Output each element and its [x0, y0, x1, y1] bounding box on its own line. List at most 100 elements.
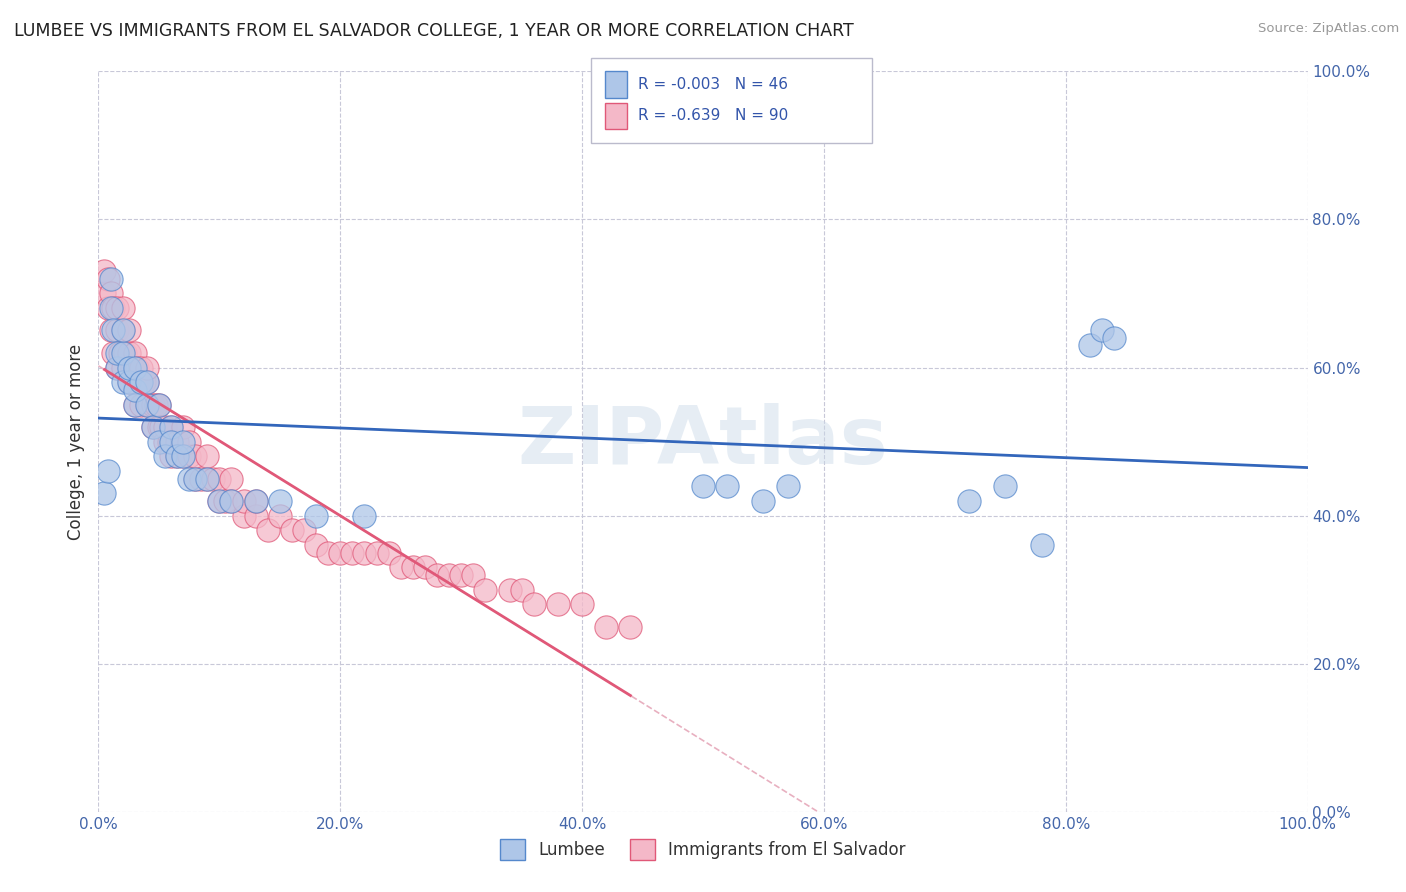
Point	[166, 434, 188, 449]
Point	[118, 376, 141, 390]
Point	[256, 524, 278, 538]
Point	[571, 598, 593, 612]
Point	[111, 360, 134, 375]
Point	[127, 360, 149, 375]
Point	[118, 360, 141, 375]
Point	[752, 493, 775, 508]
Point	[202, 471, 225, 485]
Point	[957, 493, 980, 508]
Point	[157, 434, 180, 449]
Point	[1078, 338, 1101, 352]
Point	[160, 419, 183, 434]
Point	[172, 434, 194, 449]
Point	[145, 398, 167, 412]
Point	[124, 376, 146, 390]
Point	[305, 508, 328, 523]
Point	[221, 493, 243, 508]
Legend: Lumbee, Immigrants from El Salvador: Lumbee, Immigrants from El Salvador	[494, 832, 912, 866]
Point	[316, 546, 339, 560]
Point	[100, 271, 122, 285]
Point	[138, 398, 160, 412]
Point	[190, 471, 212, 485]
Point	[160, 419, 183, 434]
Point	[124, 398, 146, 412]
Point	[124, 345, 146, 359]
Text: R = -0.639   N = 90: R = -0.639 N = 90	[638, 109, 789, 123]
Point	[105, 301, 128, 316]
Point	[1031, 538, 1053, 552]
Point	[269, 493, 291, 508]
Point	[179, 471, 201, 485]
Point	[160, 434, 183, 449]
Point	[208, 493, 231, 508]
Point	[221, 493, 243, 508]
Point	[93, 486, 115, 500]
Point	[153, 434, 176, 449]
Point	[269, 508, 291, 523]
Point	[114, 345, 136, 359]
Point	[100, 286, 122, 301]
Point	[305, 538, 328, 552]
Point	[232, 508, 254, 523]
Point	[148, 398, 170, 412]
Point	[148, 398, 170, 412]
Point	[413, 560, 436, 574]
Point	[619, 619, 641, 633]
Point	[994, 479, 1017, 493]
Point	[111, 324, 134, 338]
Point	[97, 301, 120, 316]
Point	[97, 271, 120, 285]
Point	[101, 301, 124, 316]
Point	[195, 471, 218, 485]
Point	[195, 450, 218, 464]
Point	[135, 376, 157, 390]
Point	[111, 324, 134, 338]
Text: Source: ZipAtlas.com: Source: ZipAtlas.com	[1258, 22, 1399, 36]
Point	[716, 479, 738, 493]
Point	[342, 546, 364, 560]
Point	[172, 450, 194, 464]
Point	[124, 383, 146, 397]
Point	[366, 546, 388, 560]
Point	[1091, 324, 1114, 338]
Point	[389, 560, 412, 574]
Point	[135, 360, 157, 375]
Point	[100, 324, 122, 338]
Point	[523, 598, 546, 612]
Point	[1102, 331, 1125, 345]
Point	[153, 419, 176, 434]
Point	[111, 376, 134, 390]
Point	[142, 419, 165, 434]
Point	[100, 301, 122, 316]
Point	[153, 450, 176, 464]
Point	[208, 493, 231, 508]
Point	[692, 479, 714, 493]
Point	[463, 567, 485, 582]
Text: ZIPAtlas: ZIPAtlas	[517, 402, 889, 481]
Point	[353, 508, 375, 523]
Point	[105, 345, 128, 359]
Point	[105, 324, 128, 338]
Point	[129, 376, 152, 390]
Point	[142, 398, 165, 412]
Point	[111, 345, 134, 359]
Point	[124, 360, 146, 375]
Point	[97, 464, 120, 478]
Point	[776, 479, 799, 493]
Point	[245, 493, 267, 508]
Point	[595, 619, 617, 633]
Point	[124, 398, 146, 412]
Point	[292, 524, 315, 538]
Point	[402, 560, 425, 574]
Point	[150, 419, 173, 434]
Point	[547, 598, 569, 612]
Point	[172, 450, 194, 464]
Point	[208, 471, 231, 485]
Point	[214, 493, 236, 508]
Point	[134, 376, 156, 390]
Point	[245, 508, 267, 523]
Point	[498, 582, 520, 597]
Point	[111, 301, 134, 316]
Point	[245, 493, 267, 508]
Point	[108, 345, 131, 359]
